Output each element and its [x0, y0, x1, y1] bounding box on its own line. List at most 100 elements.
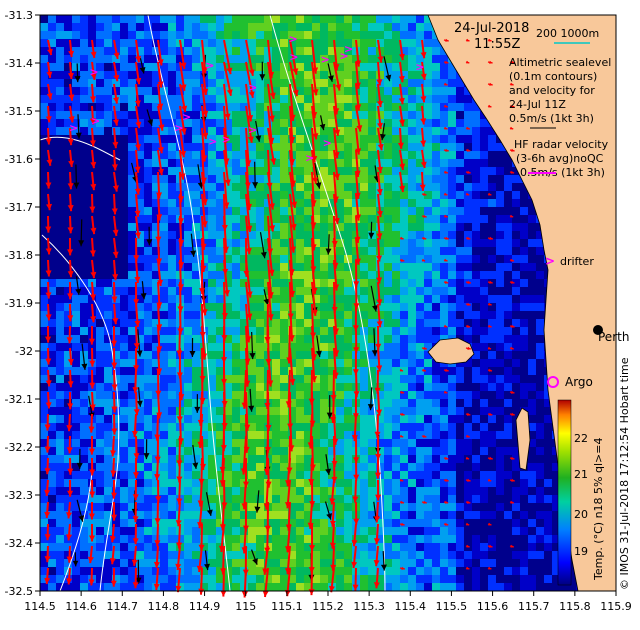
sst-cell [424, 503, 432, 511]
sst-cell [120, 199, 128, 207]
sst-cell [472, 223, 480, 231]
sst-cell [64, 15, 72, 23]
sst-cell [216, 423, 224, 431]
sst-cell [360, 295, 368, 303]
sst-cell [192, 543, 200, 551]
sst-cell [256, 407, 264, 415]
sst-cell [344, 351, 352, 359]
sst-cell [384, 439, 392, 447]
sst-cell [120, 327, 128, 335]
sst-cell [336, 127, 344, 135]
sst-cell [72, 367, 80, 375]
sst-cell [256, 335, 264, 343]
sst-cell [320, 31, 328, 39]
sst-cell [104, 447, 112, 455]
sst-cell [512, 191, 520, 199]
sst-cell [400, 119, 408, 127]
sst-cell [384, 143, 392, 151]
sst-cell [64, 463, 72, 471]
sst-cell [408, 79, 416, 87]
sst-cell [128, 191, 136, 199]
sst-cell [304, 239, 312, 247]
sst-cell [56, 511, 64, 519]
sst-cell [448, 391, 456, 399]
sst-cell [272, 159, 280, 167]
sst-cell [48, 55, 56, 63]
sst-cell [456, 143, 464, 151]
sst-cell [448, 303, 456, 311]
sst-cell [416, 127, 424, 135]
sst-cell [280, 119, 288, 127]
sst-cell [496, 151, 504, 159]
sst-cell [496, 175, 504, 183]
sst-cell [136, 319, 144, 327]
sst-cell [192, 135, 200, 143]
sst-cell [304, 103, 312, 111]
sst-cell [256, 359, 264, 367]
sst-cell [424, 255, 432, 263]
sst-cell [152, 359, 160, 367]
sst-cell [448, 535, 456, 543]
sst-cell [392, 439, 400, 447]
sst-cell [432, 391, 440, 399]
sst-cell [56, 239, 64, 247]
sst-cell [432, 95, 440, 103]
sst-cell [160, 159, 168, 167]
sst-cell [336, 415, 344, 423]
sst-cell [392, 223, 400, 231]
sst-cell [160, 335, 168, 343]
sst-cell [80, 183, 88, 191]
sst-cell [232, 407, 240, 415]
sst-cell [456, 223, 464, 231]
sst-cell [384, 79, 392, 87]
sst-cell [360, 455, 368, 463]
sst-cell [392, 39, 400, 47]
sst-cell [200, 223, 208, 231]
sst-cell [280, 159, 288, 167]
sst-cell [496, 303, 504, 311]
sst-cell [152, 535, 160, 543]
sst-cell [200, 535, 208, 543]
sst-cell [376, 487, 384, 495]
sst-cell [344, 279, 352, 287]
sst-cell [152, 551, 160, 559]
sst-cell [384, 399, 392, 407]
sst-cell [248, 471, 256, 479]
sst-cell [152, 247, 160, 255]
sst-cell [272, 255, 280, 263]
sst-cell [168, 103, 176, 111]
sst-cell [192, 439, 200, 447]
sst-cell [96, 55, 104, 63]
sst-cell [232, 199, 240, 207]
sst-cell [256, 95, 264, 103]
sst-cell [120, 511, 128, 519]
sst-cell [360, 431, 368, 439]
sst-cell [144, 535, 152, 543]
sst-cell [112, 559, 120, 567]
sst-cell [280, 63, 288, 71]
sst-cell [336, 23, 344, 31]
sst-cell [208, 143, 216, 151]
sst-cell [240, 191, 248, 199]
sst-cell [80, 543, 88, 551]
sst-cell [368, 31, 376, 39]
sst-cell [48, 415, 56, 423]
sst-cell [440, 327, 448, 335]
sst-cell [312, 271, 320, 279]
sst-cell [48, 471, 56, 479]
sst-cell [152, 231, 160, 239]
sst-cell [360, 247, 368, 255]
sst-cell [56, 23, 64, 31]
sst-cell [376, 87, 384, 95]
sst-cell [392, 231, 400, 239]
sst-cell [416, 175, 424, 183]
sst-cell [376, 335, 384, 343]
sst-cell [376, 263, 384, 271]
sst-cell [232, 71, 240, 79]
sst-cell [40, 455, 48, 463]
sst-cell [504, 503, 512, 511]
sst-cell [416, 407, 424, 415]
sst-cell [360, 263, 368, 271]
sst-cell [392, 31, 400, 39]
sst-cell [424, 439, 432, 447]
